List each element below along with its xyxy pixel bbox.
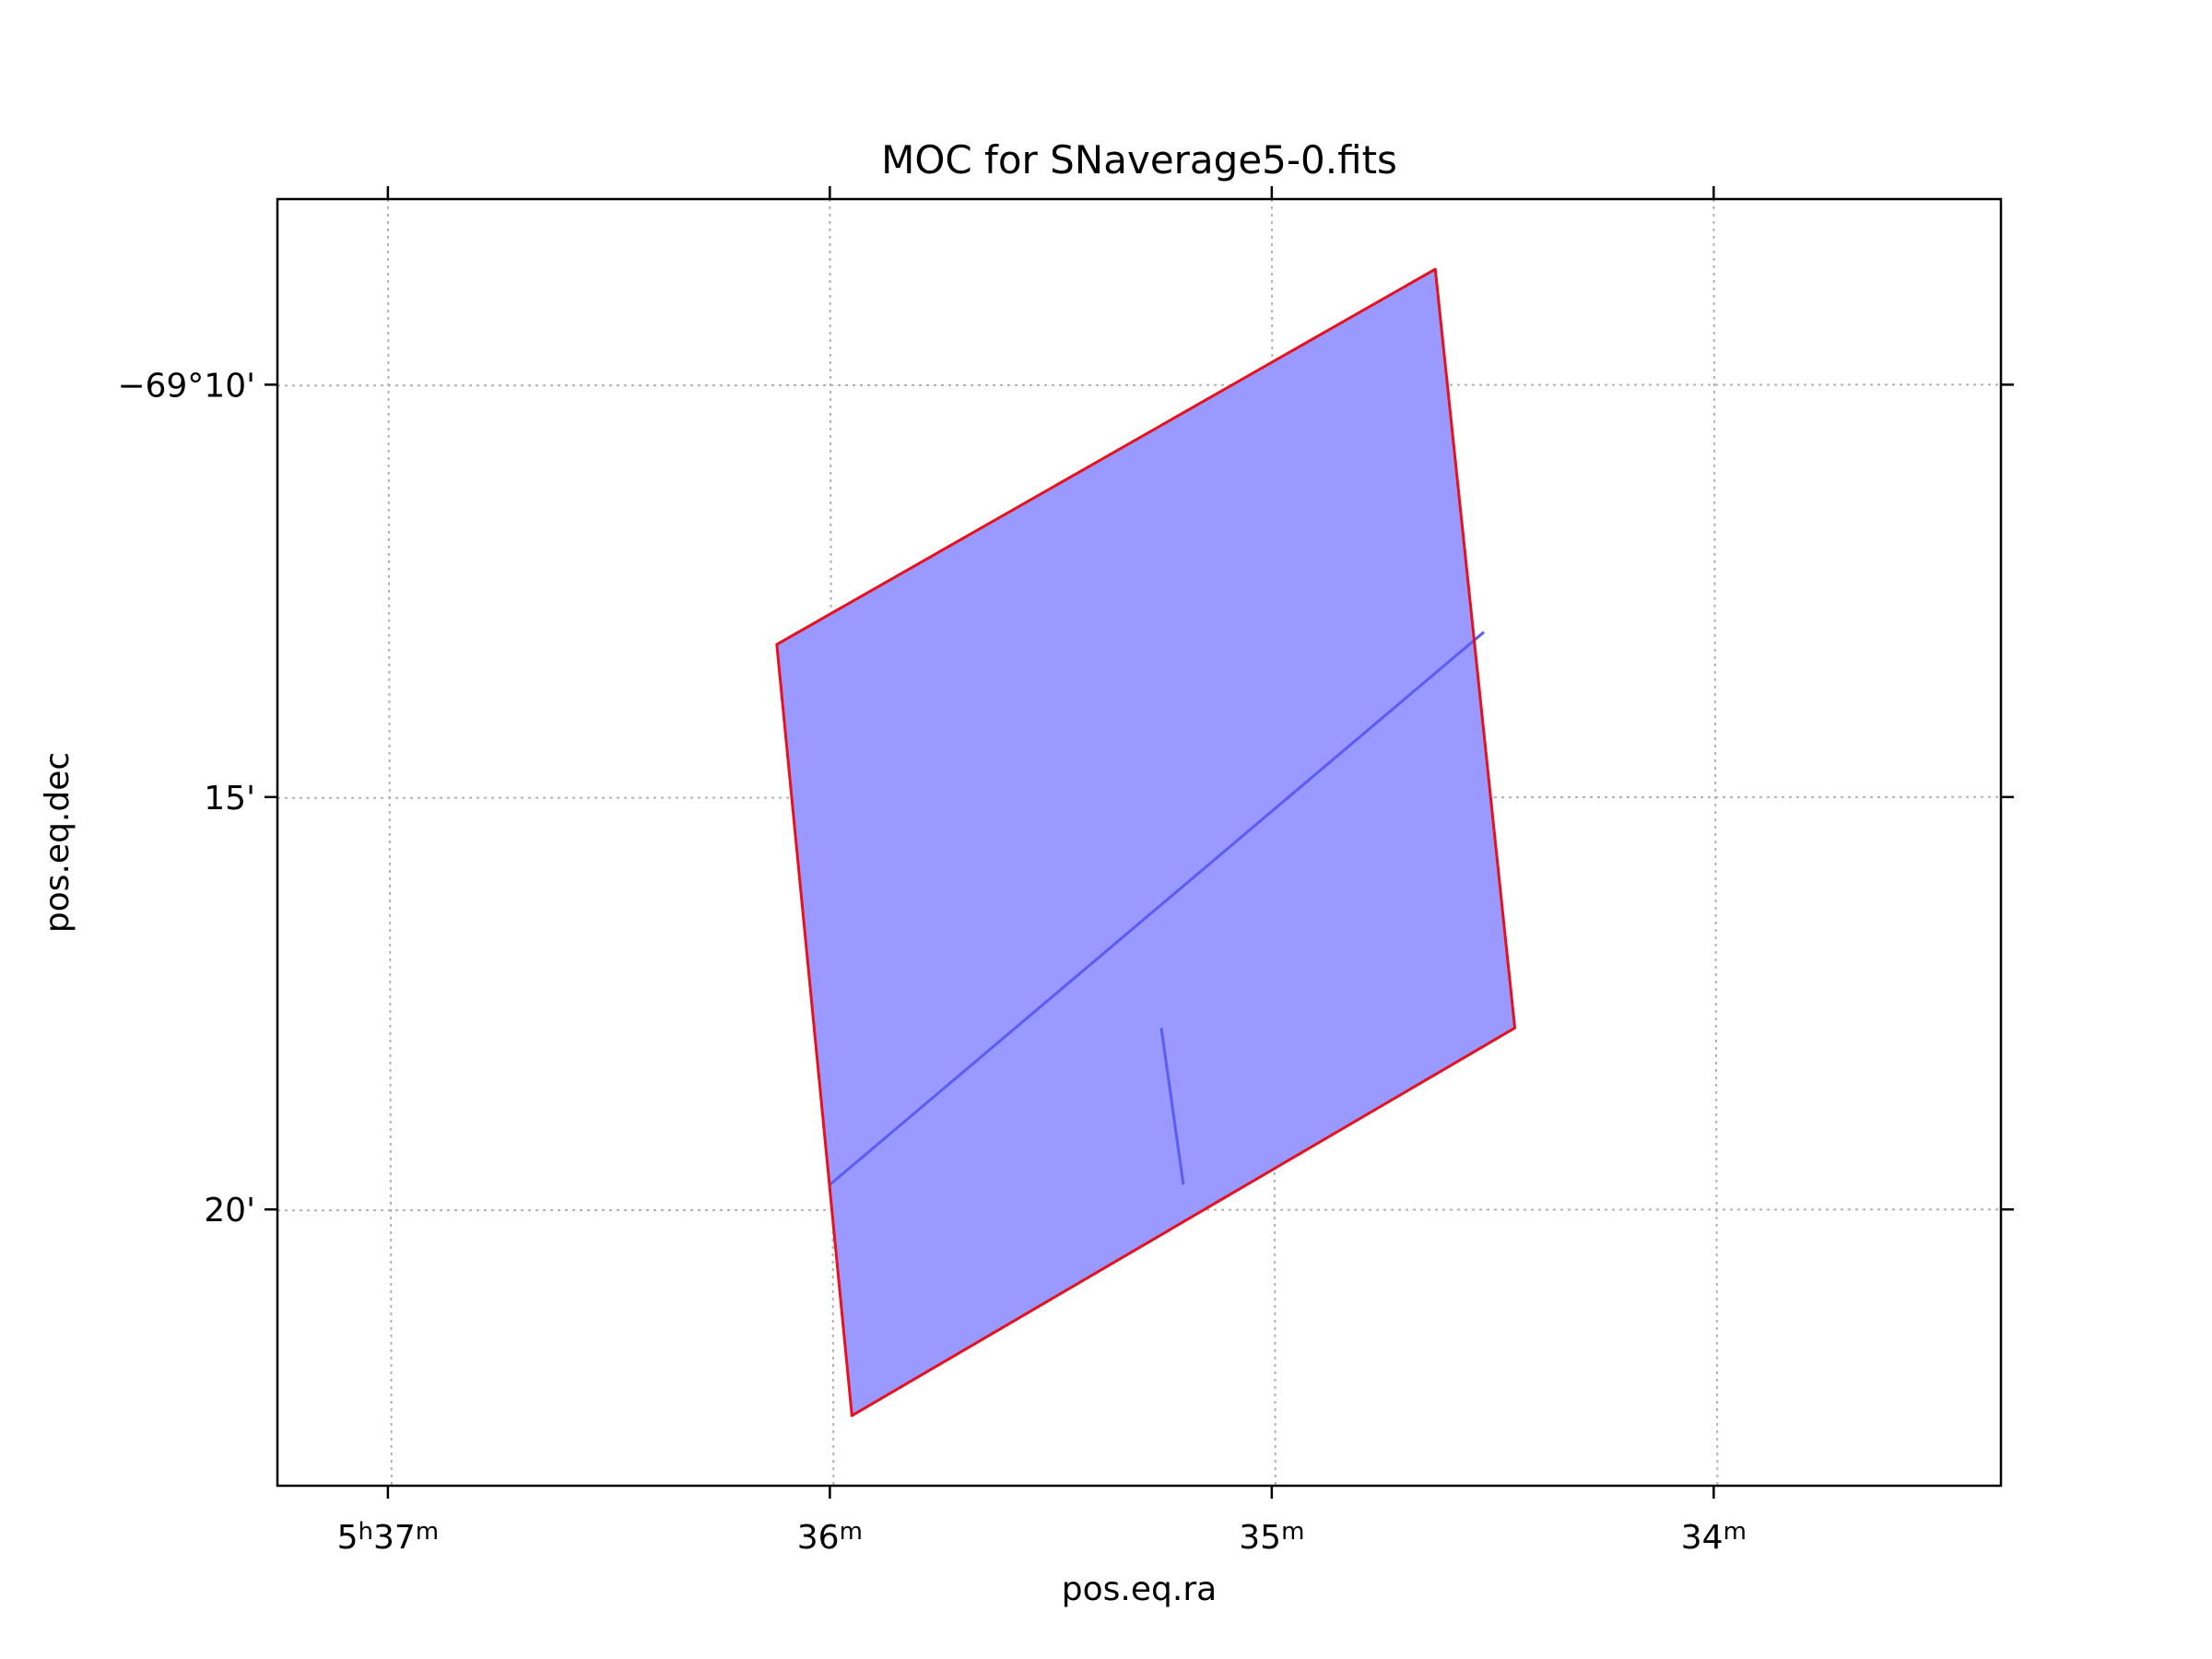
- cell-edge-0: [829, 630, 1485, 1186]
- chart-title: MOC for SNaverage5-0.fits: [881, 137, 1397, 182]
- coverage-fill: [776, 269, 1515, 1416]
- coverage-region: [775, 267, 1517, 1418]
- y-tick-label-1: 15': [204, 780, 255, 818]
- y-tick-label-0: −69°10': [117, 367, 255, 405]
- y-grid-line-0: [276, 383, 2002, 387]
- x-tick-label-0: 5h37m: [337, 1518, 440, 1557]
- x-tick-label-3: 34m: [1681, 1518, 1747, 1557]
- plot-frame: [276, 197, 2003, 1488]
- axis-ticks: 5h37m 36m 35m 34m −69°10' 15' 20': [117, 186, 2014, 1557]
- y-tick-label-2: 20': [204, 1192, 255, 1230]
- coverage-outline: [775, 267, 1517, 1418]
- x-grid-line-3: [1712, 198, 1719, 1487]
- x-tick-label-1: 36m: [797, 1518, 863, 1557]
- y-axis-label: pos.eq.dec: [39, 752, 76, 933]
- x-axis-label: pos.eq.ra: [1062, 1571, 1217, 1608]
- x-grid-line-0: [386, 198, 393, 1487]
- cell-edge-1: [1159, 1028, 1185, 1185]
- x-tick-label-2: 35m: [1239, 1518, 1304, 1557]
